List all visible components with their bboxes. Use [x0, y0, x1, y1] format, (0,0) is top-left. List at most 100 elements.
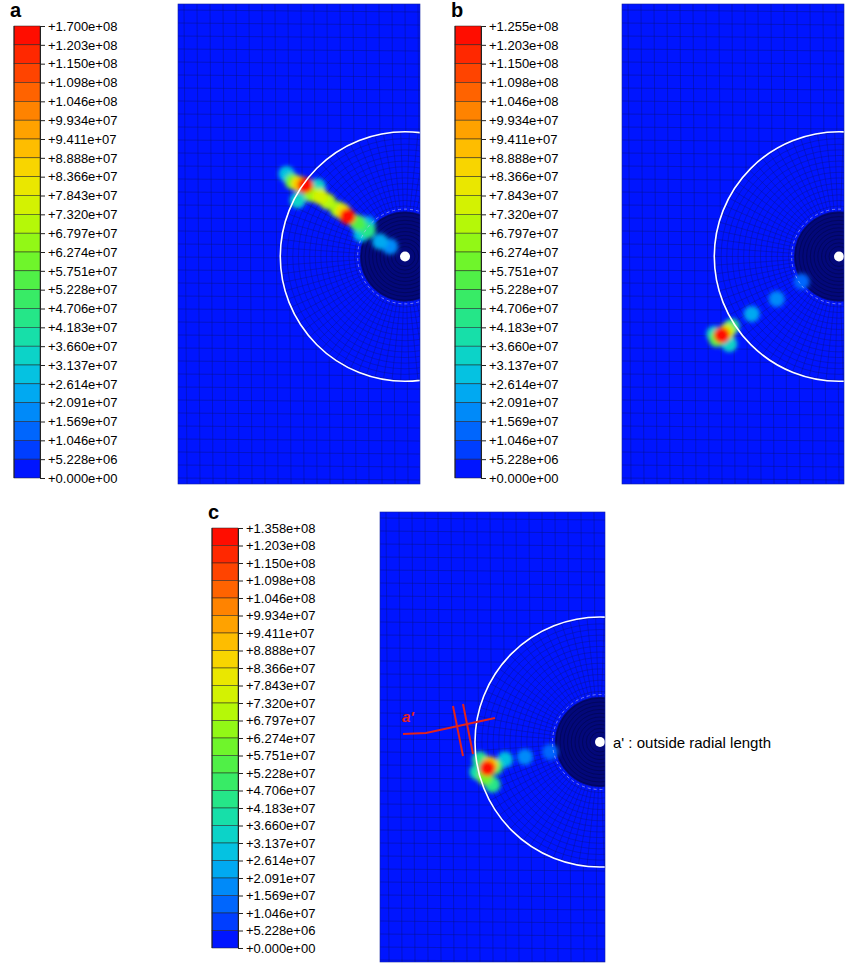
colorbar-band: [212, 546, 238, 564]
tick: +2.091e+07: [40, 395, 117, 410]
mesh-line: [667, 4, 670, 484]
tick-mark: [40, 478, 45, 479]
mesh-spoke: [800, 138, 825, 214]
tick-mark: [40, 422, 45, 423]
tick: +1.150e+08: [481, 56, 558, 71]
tick: +0.000e+00: [40, 471, 117, 486]
tick-label: +2.091e+07: [48, 395, 117, 410]
mesh-spoke: [826, 132, 834, 211]
stress-cell: [372, 234, 388, 250]
tick-label: +1.046e+07: [246, 906, 315, 921]
tick-label: +5.751e+07: [246, 748, 315, 763]
mesh-spoke: [299, 280, 367, 322]
tick-mark: [40, 83, 45, 84]
tick-mark: [40, 384, 45, 385]
mesh-spoke: [578, 786, 592, 865]
tick-mark: [40, 177, 45, 178]
mesh-ring: [571, 713, 605, 771]
mesh-spoke: [792, 298, 822, 372]
mesh-spoke: [587, 618, 595, 698]
tick: +0.000e+00: [238, 941, 315, 956]
tick: +9.934e+07: [481, 113, 558, 128]
tick-label: +4.183e+07: [48, 320, 117, 335]
mesh-line: [249, 4, 252, 484]
tick: +3.660e+07: [40, 339, 117, 354]
mesh-spoke: [561, 623, 586, 699]
colorbar-band: [455, 459, 481, 478]
tick-label: +7.843e+07: [48, 188, 117, 203]
plot-frame: [380, 512, 605, 962]
tick-label: +4.706e+07: [48, 301, 117, 316]
mesh-spoke: [596, 617, 599, 697]
mesh-spoke: [725, 275, 798, 307]
figure: a+1.700e+08+1.203e+08+1.150e+08+1.098e+0…: [0, 0, 845, 965]
tick: +1.098e+08: [40, 75, 117, 90]
mesh-ring: [590, 732, 605, 752]
tick-mark: [40, 309, 45, 310]
mesh-line: [622, 465, 844, 467]
mesh-spoke: [733, 190, 801, 232]
tick-label: +8.366e+07: [489, 169, 558, 184]
tick-mark: [481, 478, 486, 479]
tick-mark: [40, 233, 45, 234]
mesh-spoke: [523, 643, 572, 706]
tick: +4.183e+07: [238, 801, 315, 816]
mesh-spoke: [777, 295, 817, 364]
tick-mark: [40, 271, 45, 272]
colorbar-band: [14, 440, 40, 459]
tick-mark: [238, 528, 243, 529]
mesh-spoke: [392, 132, 400, 211]
mesh-line: [178, 127, 420, 129]
tick: +6.797e+07: [238, 713, 315, 728]
colorbar-band: [14, 384, 40, 403]
colorbar-band: [212, 773, 238, 791]
tick-mark: [238, 843, 243, 844]
tick-label: +9.934e+07: [246, 608, 315, 623]
tick: +7.843e+07: [238, 678, 315, 693]
mesh-spoke: [530, 638, 575, 704]
mesh-spoke: [809, 300, 828, 377]
mesh-line: [178, 101, 420, 103]
tick: +1.569e+07: [481, 414, 558, 429]
colorbar-band: [455, 252, 481, 271]
colorbar-band: [14, 327, 40, 346]
mesh-ring: [560, 702, 605, 782]
colorbar-band: [14, 158, 40, 177]
colorbar-band: [212, 826, 238, 844]
colorbar-axis: +1.255e+08+1.203e+08+1.150e+08+1.098e+08…: [481, 19, 558, 486]
mesh-ring: [579, 721, 605, 764]
tick-mark: [40, 252, 45, 253]
plot-frame: [622, 4, 844, 484]
stress-cell: [769, 291, 785, 307]
mesh-spoke: [291, 275, 364, 307]
hole: [400, 252, 410, 262]
tick-label: +6.797e+07: [246, 713, 315, 728]
annotation: a' : outside radial length: [613, 734, 771, 751]
tick-mark: [40, 158, 45, 159]
tick-label: +5.751e+07: [489, 263, 558, 278]
tick-label: +3.660e+07: [246, 818, 315, 833]
axis-line: [482, 27, 487, 479]
tick-mark: [481, 459, 486, 460]
colorbar-band: [14, 45, 40, 64]
inner-zone: [555, 697, 605, 787]
tick-label: +8.888e+07: [489, 150, 558, 165]
tick-label: +9.411e+07: [48, 132, 116, 147]
tick: +6.274e+07: [481, 245, 558, 260]
tick-mark: [481, 101, 486, 102]
tick-label: +5.228e+07: [246, 766, 315, 781]
tick: +9.934e+07: [238, 608, 315, 623]
tick-mark: [238, 756, 243, 757]
colorbar-band: [14, 233, 40, 252]
colorbar-band: [14, 365, 40, 384]
tick-label: +7.320e+07: [489, 207, 558, 222]
mesh-line: [380, 583, 605, 585]
tick: +1.358e+08: [238, 521, 315, 536]
tick-mark: [238, 598, 243, 599]
tick-mark: [238, 668, 243, 669]
mesh-spoke: [553, 784, 583, 858]
mesh-line: [223, 4, 226, 484]
mesh-spoke: [817, 301, 831, 380]
mesh-spoke: [777, 148, 817, 217]
mesh-spoke: [401, 301, 404, 381]
